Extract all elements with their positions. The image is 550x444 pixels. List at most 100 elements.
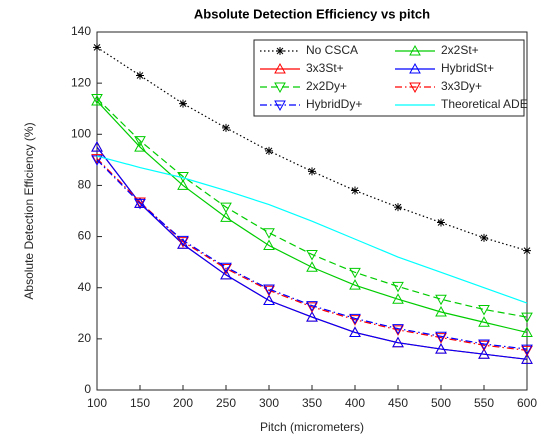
- legend-label: HybridSt+: [441, 61, 494, 75]
- x-tick-label: 300: [259, 396, 279, 410]
- marker: [349, 326, 361, 337]
- marker: [521, 353, 533, 364]
- legend-marker: [409, 44, 421, 56]
- marker: [263, 285, 275, 297]
- marker: [91, 154, 103, 165]
- marker: [263, 239, 275, 251]
- series-line: [96, 146, 528, 360]
- series-line: [96, 98, 528, 318]
- marker: [306, 301, 318, 312]
- x-tick-label: 550: [474, 396, 494, 410]
- marker: [435, 331, 447, 343]
- marker: [349, 279, 361, 290]
- marker: [134, 197, 146, 209]
- y-tick-label: 80: [78, 178, 92, 192]
- marker: [220, 211, 232, 222]
- marker: [478, 339, 490, 351]
- y-tick-label: 140: [71, 24, 91, 38]
- marker: [521, 312, 533, 324]
- marker: [478, 340, 490, 352]
- x-tick-label: 350: [302, 396, 322, 410]
- x-tick-label: 500: [431, 396, 451, 410]
- x-axis-label: Pitch (micrometers): [260, 420, 364, 434]
- marker: [392, 281, 404, 293]
- marker: [435, 305, 447, 317]
- marker: [435, 294, 447, 306]
- legend-label: 3x3Dy+: [441, 79, 482, 93]
- marker: [134, 141, 146, 152]
- marker: [306, 311, 318, 322]
- x-tick-label: 150: [130, 396, 150, 410]
- legend-marker: [409, 82, 421, 94]
- x-tick-label: 400: [345, 396, 365, 410]
- y-tick-label: 60: [78, 229, 92, 243]
- marker: [478, 304, 490, 316]
- y-tick-label: 100: [71, 126, 91, 140]
- marker: [478, 316, 490, 327]
- marker: [134, 198, 146, 210]
- marker: [523, 246, 531, 255]
- marker: [521, 326, 533, 337]
- legend-marker: [276, 47, 284, 55]
- legend-label: No CSCA: [306, 43, 358, 57]
- y-tick-label: 20: [78, 331, 92, 345]
- marker: [394, 203, 402, 212]
- x-tick-label: 600: [517, 396, 537, 410]
- marker: [263, 228, 275, 239]
- marker: [93, 43, 101, 52]
- marker: [220, 262, 232, 274]
- legend: [253, 39, 525, 117]
- marker: [392, 324, 404, 335]
- marker: [435, 343, 447, 354]
- marker: [177, 235, 189, 247]
- y-axis-label: Absolute Detection Efficiency (%): [22, 122, 36, 299]
- series-line: [96, 155, 528, 304]
- marker: [91, 93, 103, 105]
- marker: [177, 179, 189, 190]
- y-tick-label: 40: [78, 280, 92, 294]
- legend-marker: [274, 62, 286, 74]
- marker: [478, 348, 490, 359]
- chart-title: Absolute Detection Efficiency vs pitch: [194, 6, 430, 21]
- marker: [220, 264, 232, 275]
- marker: [521, 345, 533, 357]
- y-tick-label: 120: [71, 75, 91, 89]
- marker: [480, 233, 488, 242]
- marker: [263, 284, 275, 296]
- marker: [179, 99, 187, 108]
- y-tick-label: 0: [84, 382, 91, 396]
- series-line: [96, 158, 528, 351]
- x-tick-label: 450: [388, 396, 408, 410]
- legend-marker: [274, 82, 286, 94]
- marker: [306, 249, 318, 261]
- marker: [91, 141, 103, 152]
- legend-marker: [409, 62, 421, 74]
- series-line: [96, 159, 528, 350]
- marker: [349, 313, 361, 325]
- series-line: [96, 100, 528, 334]
- x-tick-label: 100: [87, 396, 107, 410]
- marker: [306, 261, 318, 272]
- legend-label: Theoretical ADE: [441, 97, 528, 111]
- marker: [220, 268, 232, 280]
- x-tick-label: 200: [173, 396, 193, 410]
- legend-label: 3x3St+: [306, 61, 344, 75]
- marker: [220, 202, 232, 214]
- marker: [136, 71, 144, 80]
- marker: [306, 302, 318, 313]
- marker: [265, 146, 273, 155]
- marker: [392, 293, 404, 304]
- marker: [392, 325, 404, 336]
- legend-marker: [274, 100, 286, 112]
- marker: [134, 136, 146, 147]
- marker: [437, 218, 445, 227]
- marker: [435, 333, 447, 344]
- marker: [351, 186, 359, 195]
- x-tick-label: 250: [216, 396, 236, 410]
- marker: [349, 267, 361, 279]
- legend-label: HybridDy+: [306, 97, 362, 111]
- marker: [263, 294, 275, 305]
- legend-label: 2x2St+: [441, 43, 479, 57]
